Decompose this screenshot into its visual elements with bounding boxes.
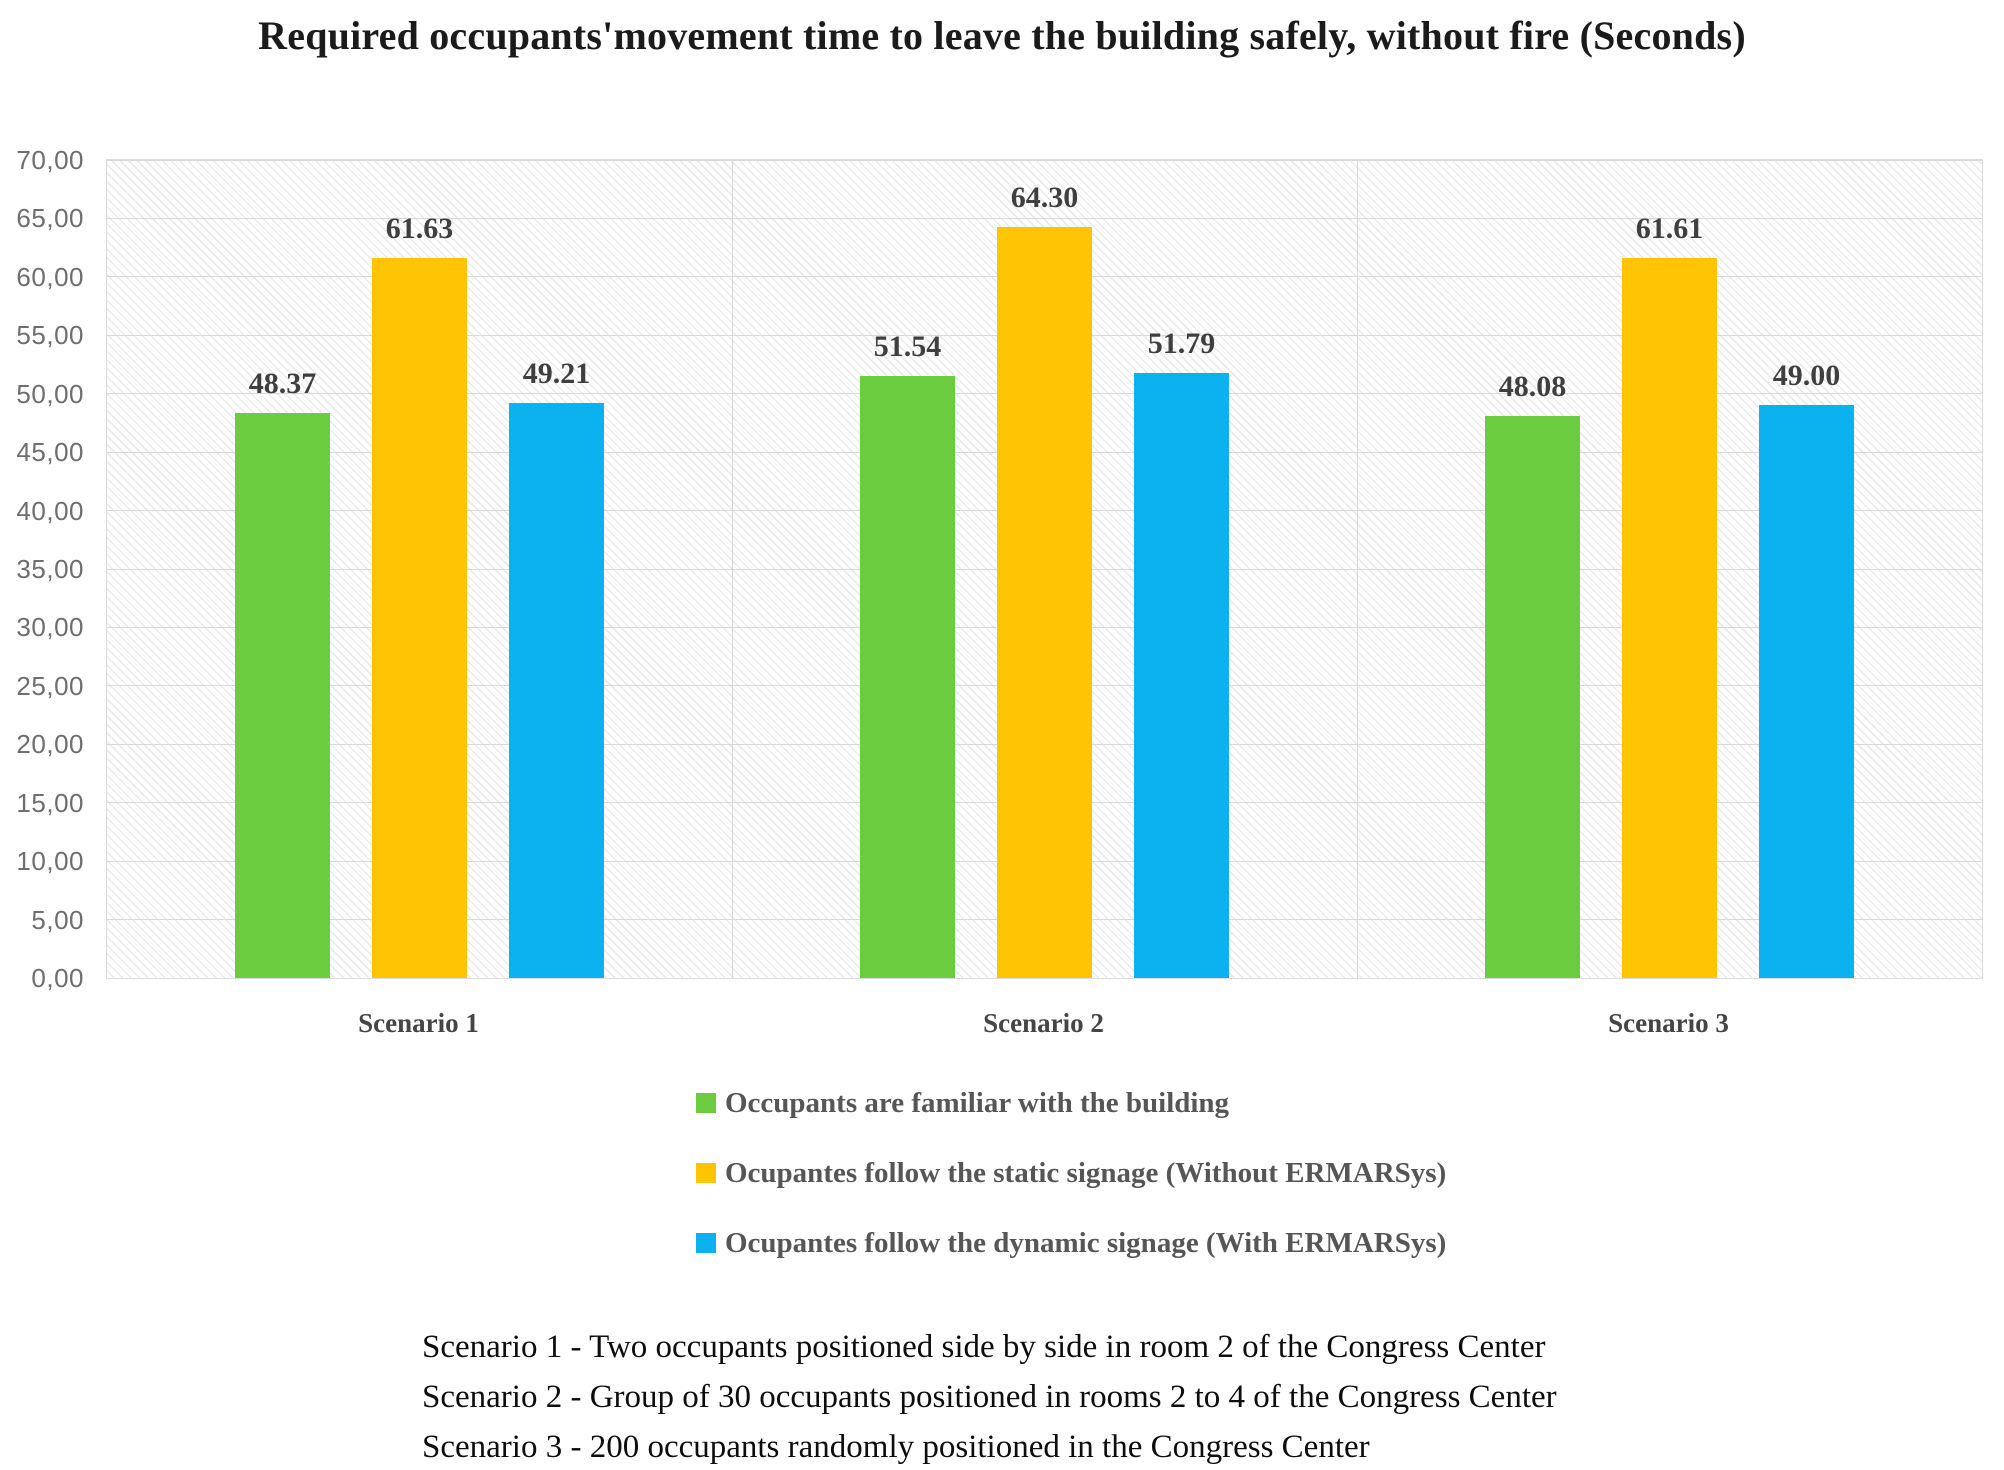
y-tick-label: 45,00	[16, 437, 84, 468]
x-category-label: Scenario 2	[983, 1008, 1104, 1038]
y-tick-label: 5,00	[31, 904, 84, 935]
bar-value-label: 49.21	[522, 356, 591, 390]
bar-scenario-1-series-2	[372, 257, 467, 978]
y-tick-label: 25,00	[16, 670, 84, 701]
bar-scenario-3-series-1	[1485, 416, 1580, 978]
legend-item-label: Ocupantes follow the dynamic signage (Wi…	[725, 1226, 1447, 1259]
bar-scenario-1-series-1	[235, 412, 330, 978]
bar-scenario-2-series-1	[860, 375, 955, 978]
gridline	[107, 159, 1982, 161]
category-separator-gridline	[1357, 160, 1358, 978]
bar-value-label: 48.37	[248, 366, 317, 400]
bar-scenario-3-series-2	[1622, 258, 1717, 978]
bar-value-label: 49.00	[1772, 359, 1841, 393]
y-tick-label: 40,00	[16, 495, 84, 526]
bar-value-label: 48.08	[1498, 370, 1567, 404]
legend-swatch-icon	[696, 1093, 716, 1113]
legend-item-label: Occupants are familiar with the building	[725, 1086, 1230, 1119]
bar-value-label: 51.79	[1147, 326, 1216, 360]
y-tick-label: 30,00	[16, 612, 84, 643]
legend-item: Ocupantes follow the static signage (Wit…	[696, 1156, 1446, 1190]
gridline	[107, 217, 1982, 219]
bar-value-label: 51.54	[873, 329, 942, 363]
legend-item-label: Ocupantes follow the static signage (Wit…	[725, 1156, 1447, 1189]
y-tick-label: 15,00	[16, 787, 84, 818]
y-tick-label: 65,00	[16, 203, 84, 234]
footnote-line: Scenario 2 - Group of 30 occupants posit…	[422, 1379, 1557, 1415]
footnote-line: Scenario 3 - 200 occupants randomly posi…	[422, 1429, 1370, 1465]
plot-area: 48.37 61.63 49.21 51.54 64.30 51.79 48.08 61.61…	[106, 159, 1983, 979]
y-tick-label: 50,00	[16, 378, 84, 409]
bar-scenario-1-series-3	[509, 402, 604, 978]
y-tick-label: 0,00	[31, 963, 84, 993]
legend-item: Ocupantes follow the dynamic signage (Wi…	[696, 1226, 1446, 1260]
y-tick-label: 20,00	[16, 729, 84, 760]
bar-value-label: 64.30	[1010, 180, 1079, 214]
y-tick-label: 60,00	[16, 261, 84, 292]
x-category-label: Scenario 1	[358, 1008, 479, 1038]
x-category-label: Scenario 3	[1608, 1008, 1729, 1038]
bar-scenario-3-series-3	[1759, 405, 1854, 978]
footnotes: Scenario 1 - Two occupants positioned si…	[422, 1322, 1557, 1470]
y-tick-label: 55,00	[16, 320, 84, 351]
y-tick-label: 35,00	[16, 554, 84, 584]
bar-scenario-2-series-2	[997, 226, 1092, 978]
y-tick-label: 10,00	[16, 846, 84, 877]
y-tick-label: 70,00	[16, 145, 84, 175]
legend-swatch-icon	[696, 1163, 716, 1183]
bar-value-label: 61.61	[1635, 212, 1704, 246]
footnote-line: Scenario 1 - Two occupants positioned si…	[422, 1329, 1546, 1365]
legend-swatch-icon	[696, 1233, 716, 1253]
chart-title: Required occupants'movement time to leav…	[258, 13, 1746, 58]
bar-scenario-2-series-3	[1134, 372, 1229, 978]
category-separator-gridline	[732, 160, 733, 978]
legend-item: Occupants are familiar with the building	[696, 1086, 1229, 1120]
bar-value-label: 61.63	[385, 211, 454, 245]
